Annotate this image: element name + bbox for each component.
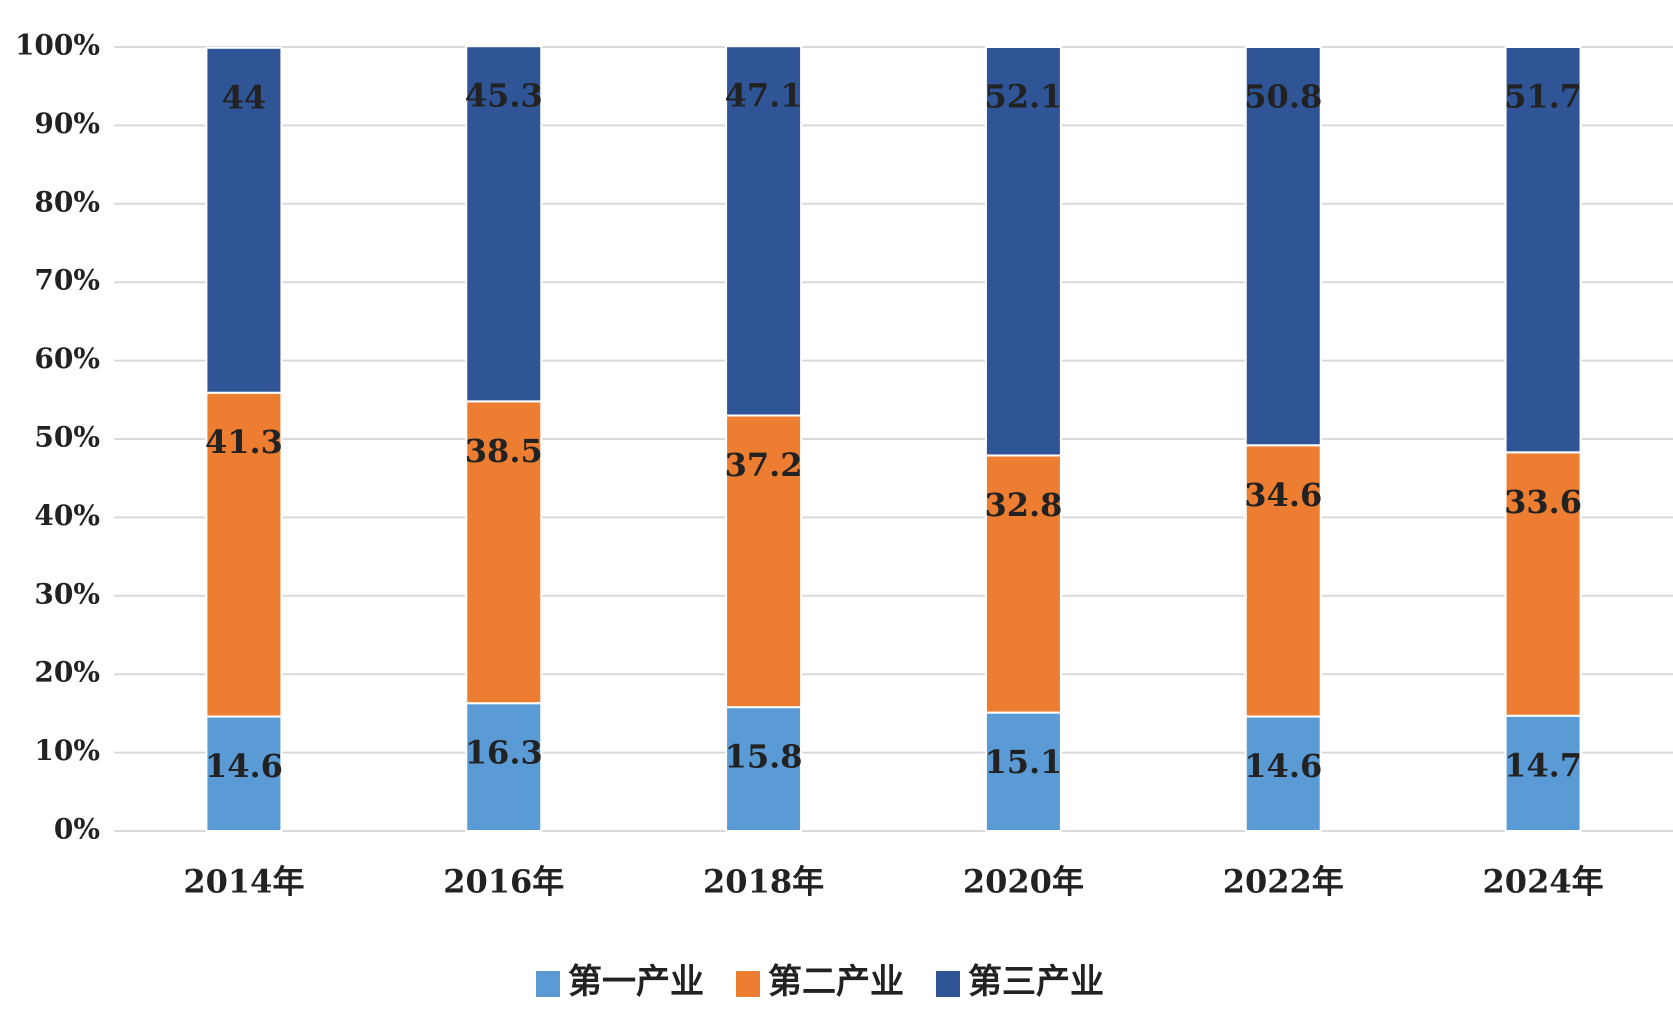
y-tick-label: 60% xyxy=(34,342,100,375)
y-tick-label: 90% xyxy=(34,107,100,140)
legend-label: 第二产业 xyxy=(768,962,904,1002)
x-tick-label: 2022年 xyxy=(1223,863,1344,901)
data-label: 15.1 xyxy=(984,743,1062,781)
bar-segment xyxy=(984,46,1062,457)
bar-segment xyxy=(465,702,543,833)
bar-segment xyxy=(205,715,283,833)
y-tick-label: 20% xyxy=(34,656,100,689)
legend-label: 第三产业 xyxy=(968,962,1104,1002)
legend-swatch xyxy=(536,971,560,997)
y-tick-label: 0% xyxy=(54,813,100,846)
bar-segment xyxy=(1244,46,1322,447)
bar-segment xyxy=(1244,715,1322,833)
x-tick-label: 2024年 xyxy=(1483,863,1604,901)
y-tick-label: 100% xyxy=(15,29,100,62)
x-tick-label: 2014年 xyxy=(183,863,304,901)
y-tick-label: 80% xyxy=(34,185,100,218)
data-label: 45.3 xyxy=(465,77,543,115)
y-tick-label: 50% xyxy=(34,421,100,454)
data-label: 33.6 xyxy=(1504,483,1582,521)
bar-segment xyxy=(465,45,543,403)
legend-label: 第一产业 xyxy=(568,962,704,1002)
data-label: 38.5 xyxy=(465,432,543,470)
x-tick-label: 2016年 xyxy=(443,863,564,901)
legend-swatch xyxy=(736,971,760,997)
bar-segment xyxy=(1504,714,1582,833)
data-label: 32.8 xyxy=(984,486,1062,524)
data-label: 14.6 xyxy=(205,747,283,785)
data-label: 14.6 xyxy=(1244,747,1322,785)
y-tick-label: 30% xyxy=(34,577,100,610)
y-tick-label: 70% xyxy=(34,264,100,297)
data-label: 15.8 xyxy=(725,738,803,776)
x-tick-label: 2018年 xyxy=(703,863,824,901)
data-label: 50.8 xyxy=(1244,78,1322,116)
data-label: 44 xyxy=(222,78,267,116)
data-label: 34.6 xyxy=(1244,476,1322,514)
bar-segment xyxy=(984,454,1062,714)
data-label: 16.3 xyxy=(465,734,543,772)
data-label: 52.1 xyxy=(984,78,1062,116)
data-label: 47.1 xyxy=(725,77,803,115)
bar-segment xyxy=(465,400,543,705)
data-label: 37.2 xyxy=(725,446,803,484)
data-label: 51.7 xyxy=(1504,78,1582,116)
data-label: 41.3 xyxy=(205,423,283,461)
y-tick-label: 40% xyxy=(34,499,100,532)
bar-segment xyxy=(984,711,1062,833)
bar-segment xyxy=(1504,46,1582,454)
bar-segment xyxy=(205,391,283,718)
x-tick-label: 2020年 xyxy=(963,863,1084,901)
bar-segment xyxy=(205,46,283,394)
data-label: 14.7 xyxy=(1504,746,1582,784)
bar-segment xyxy=(725,45,803,417)
y-tick-label: 10% xyxy=(34,734,100,767)
legend-swatch xyxy=(936,971,960,997)
